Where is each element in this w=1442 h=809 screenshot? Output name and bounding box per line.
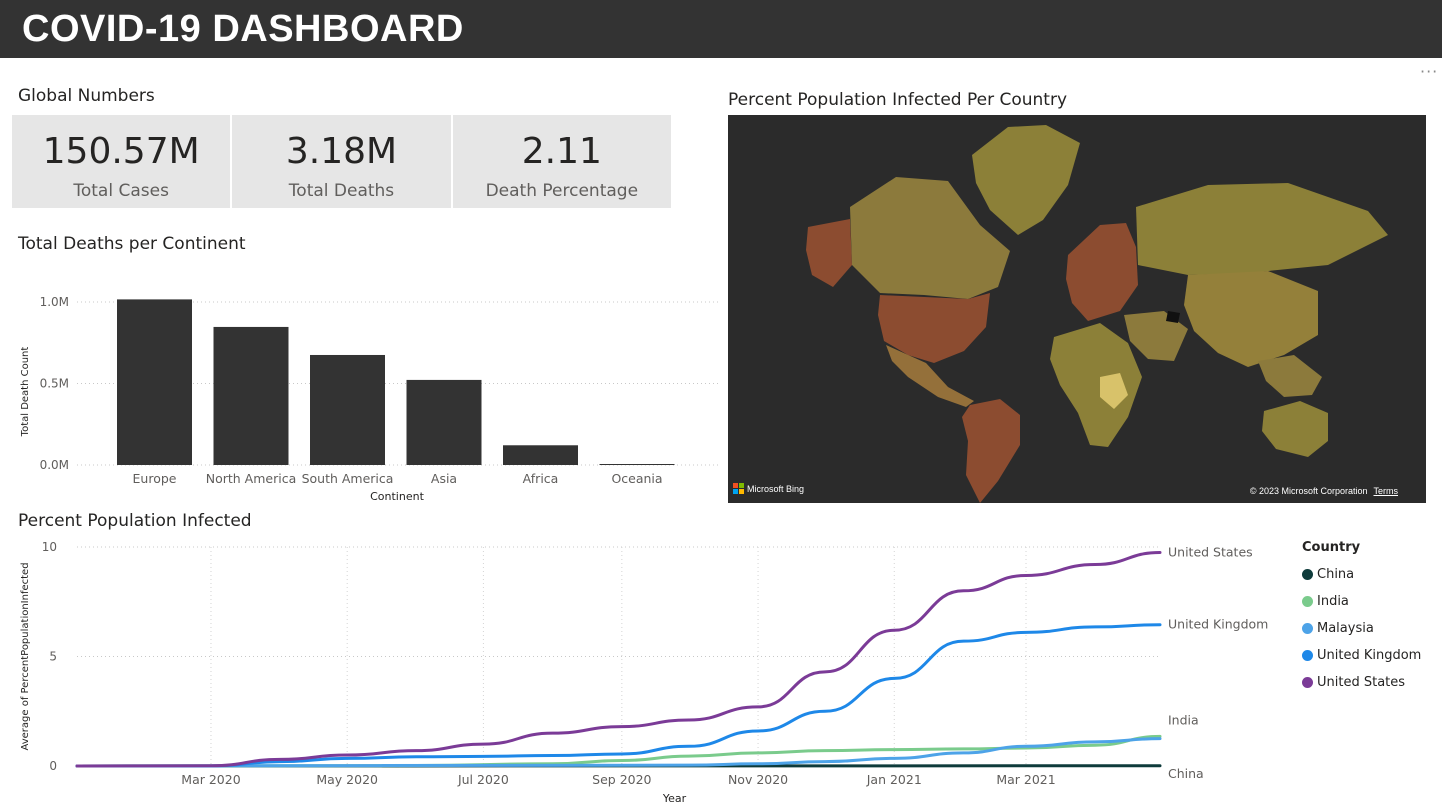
more-options-icon[interactable]: ···	[1420, 62, 1439, 81]
map-copyright-text: © 2023 Microsoft Corporation	[1249, 486, 1368, 496]
map-region-asia	[1184, 271, 1318, 367]
series-end-label-united-kingdom: United Kingdom	[1168, 617, 1268, 632]
line-x-tick-label: Mar 2021	[996, 772, 1055, 787]
line-y-axis-label: Average of PercentPopulationInfected	[20, 562, 31, 750]
kpi-value: 150.57M	[42, 131, 200, 172]
legend-item-india[interactable]: India	[1302, 588, 1437, 615]
bing-credit: Microsoft Bing	[733, 483, 804, 494]
map-region-southeast-asia	[1258, 355, 1322, 397]
world-map[interactable]: Microsoft Bing © 2023 Microsoft Corporat…	[728, 115, 1426, 503]
bar-oceania[interactable]	[599, 464, 675, 465]
line-y-tick-label: 0	[49, 759, 57, 773]
kpi-card-death-percentage[interactable]: 2.11 Death Percentage	[452, 115, 671, 208]
bar-y-tick-label: 0.5M	[40, 377, 69, 391]
legend-item-china[interactable]: China	[1302, 561, 1437, 588]
global-numbers-title: Global Numbers	[18, 86, 155, 106]
map-copyright: © 2023 Microsoft Corporation Terms	[1250, 486, 1398, 496]
kpi-label: Total Deaths	[288, 181, 395, 201]
line-x-tick-label: Jul 2020	[457, 772, 509, 787]
line-y-tick-label: 10	[42, 540, 57, 554]
series-end-label-united-states: United States	[1168, 544, 1253, 559]
world-map-shapes	[806, 125, 1388, 503]
map-region-europe	[1066, 223, 1138, 321]
series-line-united-states[interactable]	[75, 550, 1162, 768]
line-x-tick-label: Sep 2020	[592, 772, 651, 787]
bar-south-america[interactable]	[310, 354, 385, 465]
legend-label: United States	[1317, 675, 1406, 690]
series-end-label-china: China	[1168, 766, 1204, 781]
line-y-tick-label: 5	[49, 650, 57, 664]
kpi-value: 2.11	[521, 131, 602, 172]
kpi-row: 150.57M Total Cases 3.18M Total Deaths 2…	[12, 115, 671, 208]
map-region-russia	[1136, 183, 1388, 275]
bar-x-axis-label: Continent	[370, 490, 424, 503]
series-line-malaysia[interactable]	[75, 737, 1162, 768]
bar-y-axis-label: Total Death Count	[20, 347, 31, 438]
line-x-tick-label: Mar 2020	[181, 772, 240, 787]
kpi-label: Death Percentage	[485, 181, 639, 201]
dashboard-header: COVID-19 DASHBOARD	[0, 0, 1442, 58]
map-terms-link[interactable]: Terms	[1373, 486, 1399, 496]
legend-item-united-kingdom[interactable]: United Kingdom	[1302, 642, 1437, 669]
series-line-united-kingdom[interactable]	[75, 623, 1162, 768]
legend-label: India	[1317, 594, 1349, 609]
line-x-tick-label: Nov 2020	[728, 772, 788, 787]
legend-items: China India Malaysia United Kingdom United S…	[1302, 561, 1437, 696]
map-region-central-america	[886, 345, 974, 407]
series-line-india[interactable]	[75, 734, 1162, 768]
legend-label: China	[1317, 567, 1355, 582]
map-region-greenland	[972, 125, 1080, 235]
line-chart-title: Percent Population Infected	[18, 511, 252, 531]
bar-chart[interactable]: 0.0M 0.5M 1.0M Europe North America South Ame…	[10, 238, 720, 508]
dashboard-title: COVID-19 DASHBOARD	[22, 8, 464, 50]
map-region-africa	[1050, 323, 1142, 447]
bar-x-tick-label: Europe	[133, 471, 177, 486]
bar-europe[interactable]	[117, 299, 192, 465]
bar-asia[interactable]	[406, 379, 482, 465]
line-x-axis-label: Year	[662, 792, 687, 805]
map-region-south-america	[962, 399, 1020, 503]
bar-x-tick-label: Oceania	[611, 471, 662, 486]
line-chart[interactable]: 0 5 10 Mar 2020 May 2020 Jul 2020 Sep 2020 Nov …	[10, 536, 1300, 806]
bar-y-tick-label: 1.0M	[40, 295, 69, 309]
legend-dot-icon	[1302, 650, 1313, 661]
bar-chart-title: Total Deaths per Continent	[18, 234, 246, 254]
bar-y-tick-label: 0.0M	[40, 458, 69, 472]
legend-dot-icon	[1302, 623, 1313, 634]
line-x-tick-label: Jan 2021	[866, 772, 922, 787]
line-x-tick-label: May 2020	[316, 772, 378, 787]
map-region-canada	[850, 177, 1010, 299]
map-title: Percent Population Infected Per Country	[728, 90, 1068, 110]
legend-dot-icon	[1302, 677, 1313, 688]
map-region-sea	[1166, 311, 1180, 323]
microsoft-logo-icon	[733, 483, 744, 494]
bar-x-tick-label: Asia	[431, 471, 457, 486]
bar-x-tick-label: North America	[206, 471, 297, 486]
legend-item-united-states[interactable]: United States	[1302, 669, 1437, 696]
kpi-card-total-deaths[interactable]: 3.18M Total Deaths	[232, 115, 451, 208]
bar-x-tick-label: South America	[302, 471, 394, 486]
legend-dot-icon	[1302, 596, 1313, 607]
kpi-card-total-cases[interactable]: 150.57M Total Cases	[12, 115, 231, 208]
map-region-usa	[878, 293, 990, 363]
kpi-label: Total Cases	[73, 181, 169, 201]
map-region-central-africa	[1100, 373, 1128, 409]
bar-north-america[interactable]	[213, 326, 289, 465]
legend-label: Malaysia	[1317, 621, 1374, 636]
series-end-label-india: India	[1168, 712, 1199, 727]
legend-dot-icon	[1302, 569, 1313, 580]
line-chart-legend: Country China India Malaysia United Kingdom…	[1302, 540, 1437, 696]
map-region-australia	[1262, 401, 1328, 457]
kpi-value: 3.18M	[285, 131, 398, 172]
legend-title: Country	[1302, 540, 1361, 555]
bar-africa[interactable]	[503, 445, 578, 465]
bar-x-tick-label: Africa	[523, 471, 559, 486]
legend-item-malaysia[interactable]: Malaysia	[1302, 615, 1437, 642]
map-region-alaska	[806, 219, 852, 287]
map-region-middle-east	[1124, 311, 1188, 361]
bing-credit-text: Microsoft Bing	[747, 483, 805, 494]
legend-label: United Kingdom	[1317, 648, 1422, 663]
